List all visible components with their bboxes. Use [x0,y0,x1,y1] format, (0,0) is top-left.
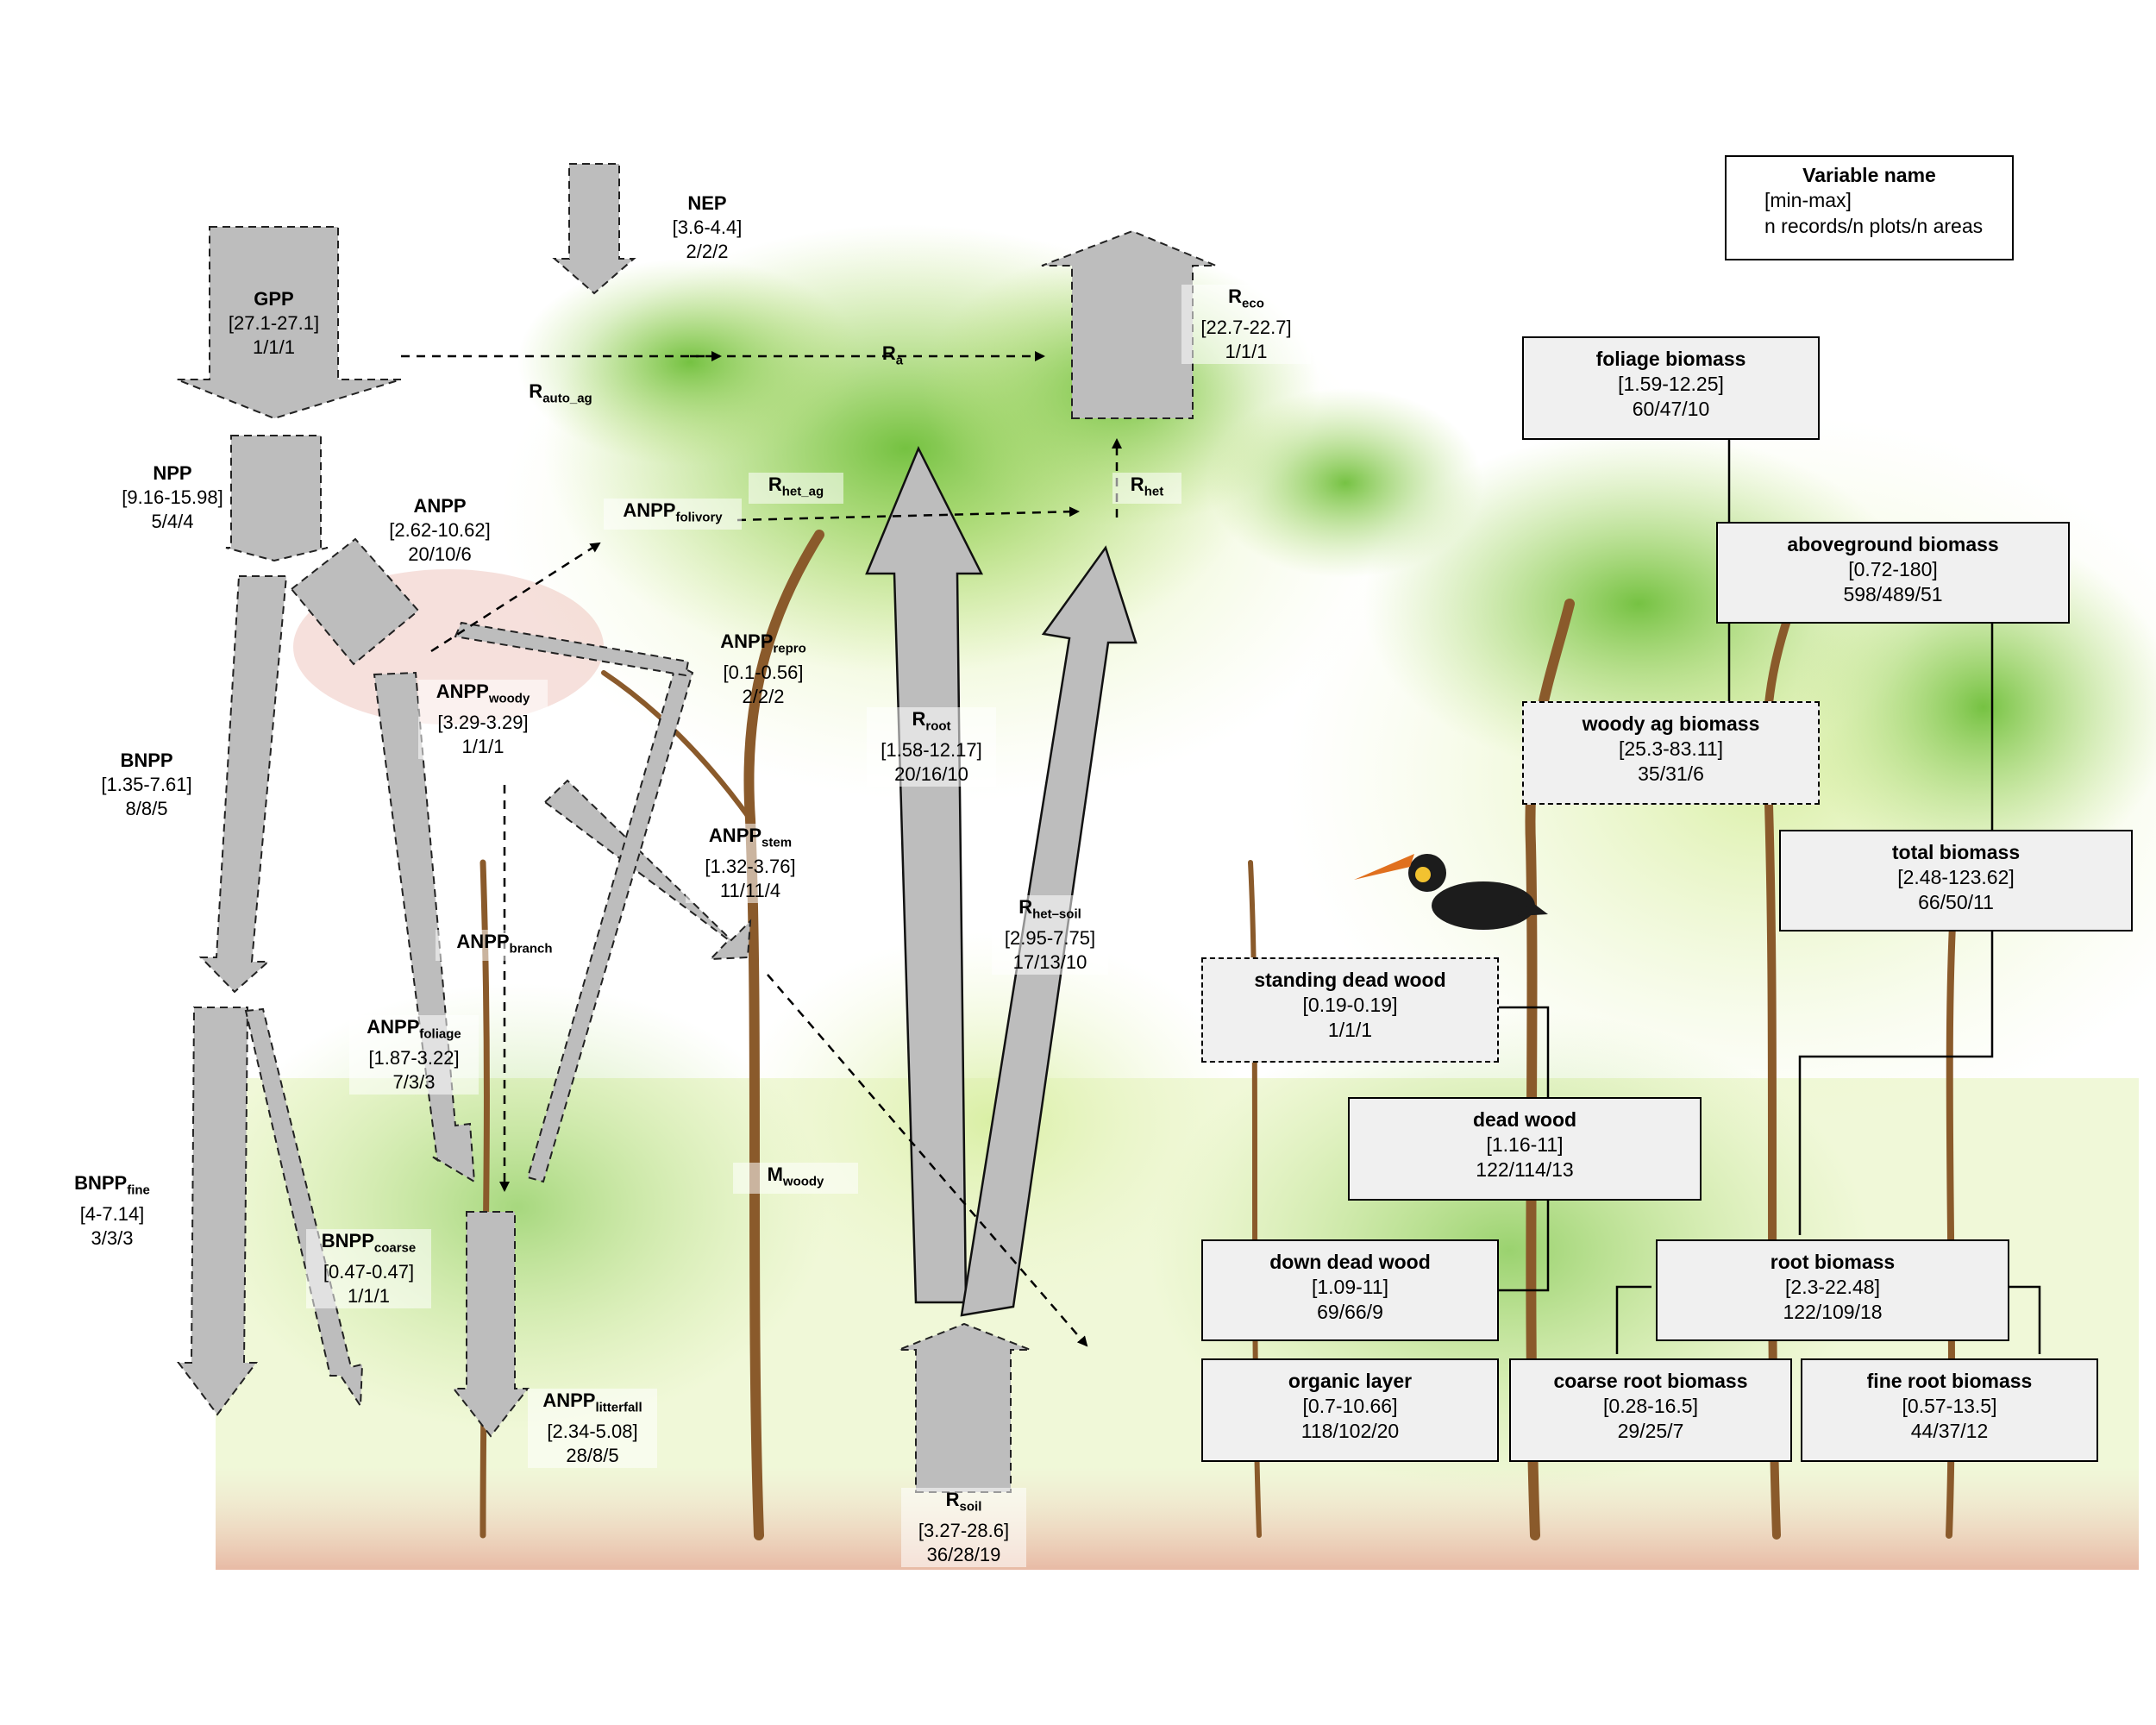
stock-connectors [1492,438,2041,1354]
anpp-stem-arrow [543,779,752,961]
legend-range: [min-max] [1764,189,1852,211]
folivory-line [430,542,601,653]
npp-arrow [225,435,329,562]
label-rauto-ag: Rauto_ag [529,380,592,406]
label-bnpp-fine: BNPPfine [4-7.14] 3/3/3 [74,1172,150,1250]
label-anpp-stem: ANPPstem [1.32-3.76] 11/11/4 [686,824,815,904]
gpp-arrow [176,226,402,420]
box-woody-ag-biomass: woody ag biomass [25.3-83.11] 35/31/6 [1522,701,1820,805]
box-foliage-biomass: foliage biomass [1.59-12.25] 60/47/10 [1522,336,1820,440]
box-root-biomass: root biomass [2.3-22.48] 122/109/18 [1656,1239,2009,1341]
anpp-arrow [290,537,420,666]
label-gpp: GPP [27.1-27.1] 1/1/1 [228,288,320,358]
bnpp-fine-arrow [177,1007,258,1416]
label-bnpp: BNPP [1.35-7.61] 8/8/5 [101,750,192,819]
box-down-dead-wood: down dead wood [1.09-11] 69/66/9 [1201,1239,1499,1341]
legend-counts: n records/n plots/n areas [1764,215,1984,237]
nep-arrow [552,163,636,295]
rhet-ag-line [736,506,1080,522]
bnpp-arrow [198,575,288,994]
rsoil-arrow [898,1322,1031,1493]
box-organic-layer: organic layer [0.7-10.66] 118/102/20 [1201,1358,1499,1462]
legend-box: Variable name [min-max] n records/n plot… [1725,155,2014,260]
rroot-arrow [865,445,984,1304]
mwoody-line [767,974,1088,1347]
label-anpp-repro: ANPPrepro [0.1-0.56] 2/2/2 [720,630,806,708]
label-anpp-branch: ANPPbranch [436,930,573,962]
label-nep: NEP [3.6-4.4] 2/2/2 [672,192,743,262]
label-rroot: Rroot [1.58-12.17] 20/16/10 [867,707,996,787]
anpp-litterfall-arrow [451,1211,530,1438]
label-npp: NPP [9.16-15.98] 5/4/4 [122,462,223,532]
label-anpp-foliage: ANPPfoliage [1.87-3.22] 7/3/3 [349,1015,479,1095]
box-standing-dead-wood: standing dead wood [0.19-0.19] 1/1/1 [1201,957,1499,1063]
box-coarse-root-biomass: coarse root biomass [0.28-16.5] 29/25/7 [1509,1358,1792,1462]
label-rhet-soil: Rhet–soil [2.95-7.75] 17/13/10 [992,895,1108,975]
reco-arrow [1041,229,1217,419]
label-bnpp-coarse: BNPPcoarse [0.47-0.47] 1/1/1 [306,1229,431,1309]
label-rhet-ag: Rhet_ag [749,473,843,505]
label-mwoody: Mwoody [733,1163,858,1195]
label-ra: Ra [881,342,904,368]
label-anpp: ANPP [2.62-10.62] 20/10/6 [389,495,491,565]
box-aboveground-biomass: aboveground biomass [0.72-180] 598/489/51 [1716,522,2070,624]
label-anpp-woody: ANPPwoody [3.29-3.29] 1/1/1 [418,680,548,760]
label-rhet: Rhet [1112,473,1181,505]
label-rsoil: Rsoil [3.27-28.6] 36/28/19 [901,1488,1026,1568]
anpp-repro-band [454,621,690,677]
legend-title: Variable name [1802,164,1936,186]
label-reco: Reco [22.7-22.7] 1/1/1 [1181,285,1311,365]
label-anpp-litterfall: ANPPlitterfall [2.34-5.08] 28/8/5 [528,1389,657,1469]
box-dead-wood: dead wood [1.16-11] 122/114/13 [1348,1097,1702,1201]
box-total-biomass: total biomass [2.48-123.62] 66/50/11 [1779,830,2133,932]
anpp-repro-arrow [526,662,694,1183]
label-anpp-folivory: ANPPfolivory [604,499,742,530]
box-fine-root-biomass: fine root biomass [0.57-13.5] 44/37/12 [1801,1358,2098,1462]
toucan-illustration [1354,854,1548,930]
